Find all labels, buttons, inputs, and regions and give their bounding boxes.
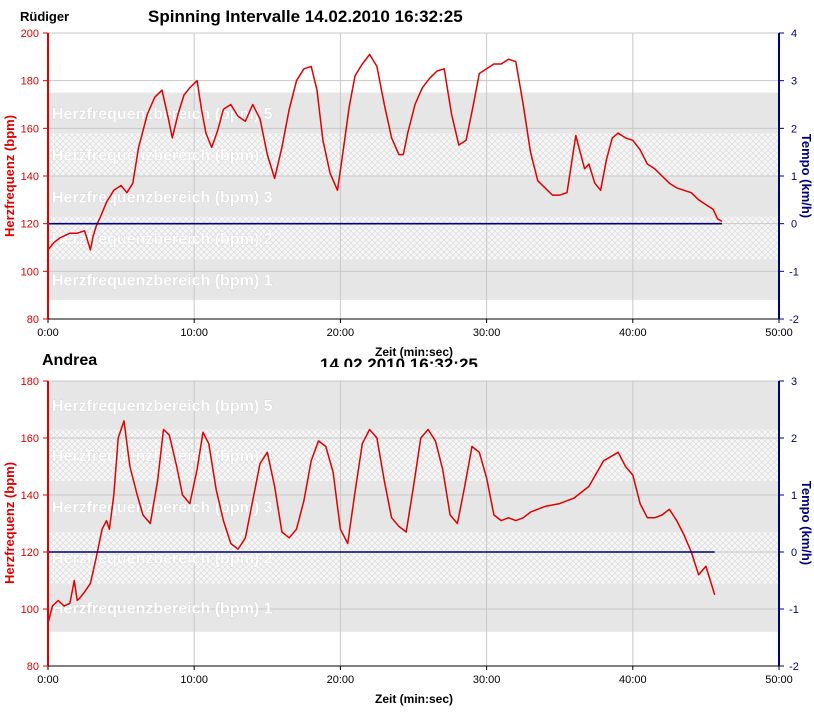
y-tick-label: 100 [21,266,39,278]
y2-tick-label: 1 [791,490,797,502]
zone-label-3: Herzfrequenzbereich (bpm) 3 [52,189,273,206]
x-tick-label: 20:00 [327,674,355,686]
heart-rate-line [48,420,716,624]
y2-tick-label: -2 [789,661,799,673]
y-tick-label: 120 [21,219,39,231]
x-tick-label: 50:00 [765,327,793,339]
x-tick-label: 10:00 [180,674,208,686]
zone-label-1: Herzfrequenzbereich (bpm) 1 [52,601,273,618]
y2-tick-label: 2 [791,433,797,445]
x-tick-label: 30:00 [473,327,501,339]
chart-andrea: Herzfrequenzbereich (bpm) 1 Herzfrequenzb… [2,376,814,706]
zone-label-5: Herzfrequenzbereich (bpm) 5 [52,398,273,415]
y-tick-label: 80 [27,314,39,326]
x-tick-label: 30:00 [473,674,501,686]
x-tick-label: 40:00 [619,327,647,339]
person-name-2: Andrea [42,352,97,369]
y-tick-label: 140 [21,171,39,183]
y2-tick-label: 0 [791,547,797,559]
zone-labels: Herzfrequenzbereich (bpm) 1 Herzfrequenzb… [52,106,273,290]
zone-band-2 [48,532,779,584]
y-tick-label: 120 [21,547,39,559]
x-tick-label: 20:00 [327,327,355,339]
zone-labels: Herzfrequenzbereich (bpm) 1 Herzfrequenzb… [52,398,273,618]
x-tick-label: 0:00 [37,674,58,686]
heart-rate-line [48,53,723,251]
zone-bands [48,381,779,632]
y2-tick-label: 3 [791,376,797,388]
x-tick-label: 50:00 [765,674,793,686]
zone-label-5: Herzfrequenzbereich (bpm) 5 [52,106,273,123]
y-tick-label: 160 [21,433,39,445]
y2-axis-label: Tempo (km/h) [799,481,814,565]
y-tick-label: 160 [21,123,39,135]
y-tick-label: 180 [21,376,39,388]
y2-tick-label: 3 [791,76,797,88]
zone-label-3: Herzfrequenzbereich (bpm) 3 [52,499,273,516]
zone-label-2: Herzfrequenzbereich (bpm) 2 [52,231,273,248]
chart-ruediger: Herzfrequenzbereich (bpm) 1 Herzfrequenzb… [2,28,814,359]
tick-labels: 0:00 10:00 20:00 30:00 40:00 50:0080100120140… [21,28,799,339]
zone-band-5 [48,381,779,430]
x-axis-label: Zeit (min:sec) [375,692,453,706]
zone-label-1: Herzfrequenzbereich (bpm) 1 [52,273,273,290]
page-title: Spinning Intervalle 14.02.2010 16:32:25 [148,7,463,26]
zone-label-4: Herzfrequenzbereich (bpm) 4 [52,448,273,465]
person-name-1: Rüdiger [20,9,69,24]
x-tick-label: 0:00 [37,327,58,339]
zone-band-3 [48,176,779,217]
y2-axis-label: Tempo (km/h) [799,134,814,218]
y2-tick-label: -2 [789,314,799,326]
x-axis-label: Zeit (min:sec) [375,345,453,359]
y-tick-label: 200 [21,28,39,40]
y-tick-label: 80 [27,661,39,673]
title-ghost-mask [300,367,520,380]
y-tick-label: 140 [21,490,39,502]
zone-band-1 [48,259,779,300]
tick-labels: 0:00 10:00 20:00 30:00 40:00 50:0080100120140… [21,376,799,686]
y-axis-label: Herzfrequenz (bpm) [2,115,17,237]
x-tick-label: 10:00 [180,327,208,339]
zone-label-2: Herzfrequenzbereich (bpm) 2 [52,551,273,568]
y2-tick-label: -1 [789,604,799,616]
series-layer [48,53,723,251]
y-tick-label: 180 [21,76,39,88]
y2-tick-label: -1 [789,266,799,278]
zone-band-4 [48,133,779,176]
y2-tick-label: 0 [791,219,797,231]
y-axis-label: Herzfrequenz (bpm) [2,462,17,584]
y2-tick-label: 1 [791,171,797,183]
series-layer [48,420,716,624]
y2-tick-label: 2 [791,123,797,135]
x-tick-label: 40:00 [619,674,647,686]
zone-label-4: Herzfrequenzbereich (bpm) 4 [52,148,273,165]
y2-tick-label: 4 [791,28,797,40]
y-tick-label: 100 [21,604,39,616]
zone-band-1 [48,583,779,632]
axes [47,381,780,667]
